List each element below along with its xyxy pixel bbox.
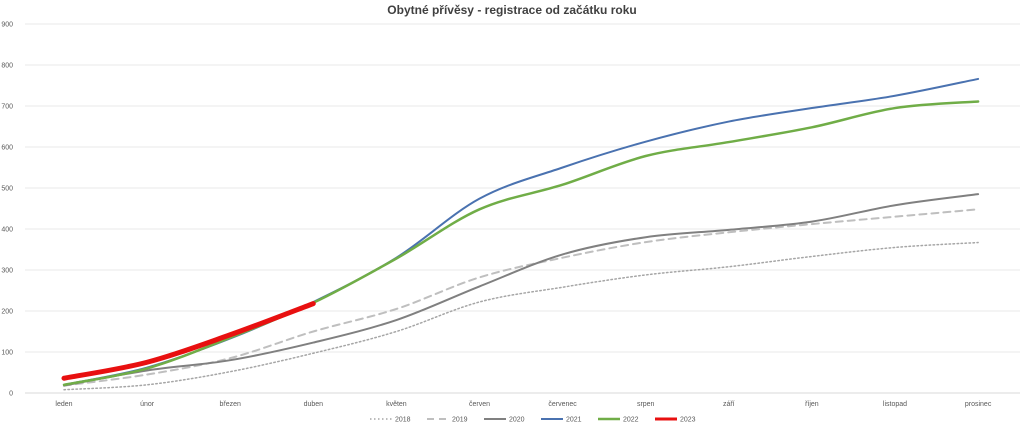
y-tick-label: 300 (1, 268, 13, 275)
x-tick-label: prosinec (965, 401, 992, 408)
y-tick-label: 800 (1, 63, 13, 70)
x-tick-label: listopad (883, 401, 907, 408)
series-line-2018 (63, 241, 979, 391)
legend-label: 2019 (452, 417, 468, 424)
legend-label: 2020 (509, 417, 525, 424)
x-tick-label: duben (304, 401, 324, 408)
x-tick-label: září (723, 401, 735, 408)
x-tick-label: únor (140, 401, 155, 408)
x-tick-label: červenec (548, 401, 577, 408)
x-tick-label: srpen (637, 401, 655, 408)
y-tick-label: 100 (1, 350, 13, 357)
x-tick-label: červen (469, 401, 490, 408)
chart-title: Obytné přívěsy - registrace od začátku r… (387, 3, 636, 17)
y-tick-label: 900 (1, 22, 13, 29)
y-tick-label: 600 (1, 145, 13, 152)
x-tick-label: březen (219, 401, 241, 408)
series-line-2019 (63, 208, 980, 387)
x-tick-label: leden (55, 401, 72, 408)
y-tick-label: 700 (1, 104, 13, 111)
series-line-2022 (62, 100, 980, 387)
legend-label: 2021 (566, 417, 582, 424)
series-line-2020 (63, 193, 980, 387)
x-tick-label: květen (386, 401, 407, 408)
y-tick-label: 0 (9, 391, 13, 398)
legend-label: 2023 (680, 417, 696, 424)
y-tick-label: 500 (1, 186, 13, 193)
series-line-2021 (63, 77, 980, 386)
legend-label: 2022 (623, 417, 639, 424)
legend-label: 2018 (395, 417, 411, 424)
y-tick-label: 200 (1, 309, 13, 316)
series-line-2023 (61, 301, 316, 381)
y-tick-label: 400 (1, 227, 13, 234)
x-tick-label: říjen (805, 401, 819, 408)
